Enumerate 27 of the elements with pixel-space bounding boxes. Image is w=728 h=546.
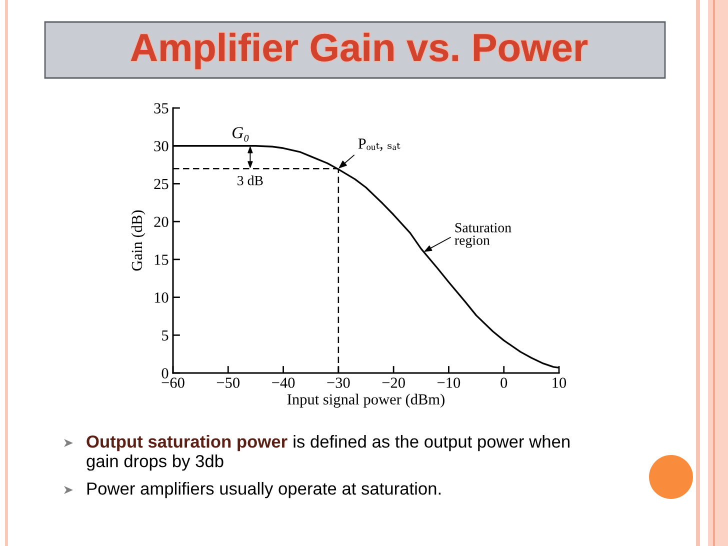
x-tick-label: 10 [552,378,566,388]
y-tick-label: 35 [154,103,168,114]
annotation: 3 dB [238,176,263,186]
y-tick-label: 20 [154,216,168,228]
y-tick-label: 5 [162,330,168,341]
x-tick-label: −10 [438,378,460,388]
x-tick-label: −50 [216,378,240,388]
annotation: Saturation region [454,223,512,248]
chart-title: Amplifier Gain vs. Power [130,32,588,70]
x-tick-label: 0 [500,378,508,388]
annotation: G₀ [232,127,249,142]
x-tick-label: −30 [327,378,350,388]
y-tick-label: 0 [162,368,168,378]
text: Power amplifiers usually operate at saturation. [87,482,440,498]
y-tick-label: 30 [154,141,168,152]
x-tick-label: −40 [272,378,295,388]
text: Output saturation power [86,435,288,452]
y-tick-label: 10 [154,292,168,303]
text: gain drops by 3db [86,454,224,471]
y-tick-label: 25 [154,178,168,190]
x-tick-label: −60 [162,378,184,388]
x-axis-title: Input signal power (dBm) [287,394,444,408]
y-tick-label: 15 [154,254,168,265]
annotation: Pₒᵤₜ, ₛₐₜ [358,138,400,151]
y-axis-title: Gain (dB) [131,210,146,271]
x-tick-label: −20 [382,378,405,388]
text: is defined as the output power when [294,435,570,452]
